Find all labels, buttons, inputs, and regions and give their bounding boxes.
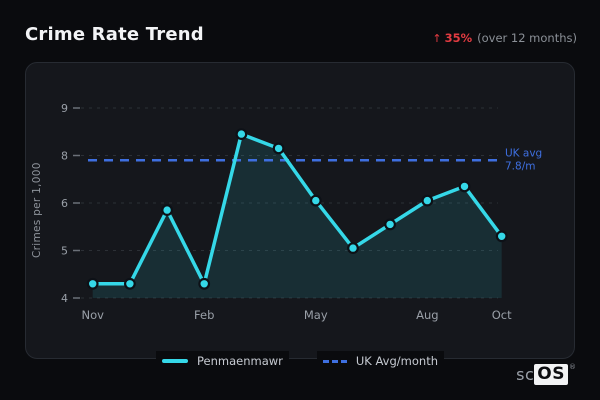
data-point-marker[interactable] (86, 277, 99, 290)
trend-stat-caption: (over 12 months) (477, 31, 577, 45)
series-line (90, 132, 504, 286)
legend-label: UK Avg/month (355, 354, 438, 368)
data-point-marker[interactable] (309, 194, 322, 207)
data-point-marker[interactable] (272, 142, 285, 155)
data-point-marker[interactable] (421, 194, 434, 207)
y-tick-label: 9 (61, 102, 68, 115)
x-tick-label: Oct (492, 308, 512, 322)
y-tick-label: 5 (61, 245, 68, 258)
data-point-marker[interactable] (495, 230, 508, 243)
data-point-marker[interactable] (198, 277, 211, 290)
data-point-marker[interactable] (161, 204, 174, 217)
uk-avg-annotation: 7.8/m (505, 160, 535, 172)
trend-up-arrow-icon: ↑ (432, 32, 442, 45)
series-area (92, 134, 502, 298)
logo-text-sc: sc (516, 365, 535, 384)
trend-stat: ↑ 35% (over 12 months) (432, 31, 577, 45)
x-tick-label: Aug (416, 308, 438, 322)
data-point-marker[interactable] (458, 180, 471, 193)
trend-stat-value: 35% (444, 31, 473, 45)
data-point-marker[interactable] (235, 128, 248, 140)
x-tick-label: Feb (194, 308, 214, 322)
x-tick-label: Nov (81, 308, 104, 322)
dashed-line-swatch-icon (322, 359, 347, 363)
y-tick-label: 6 (61, 197, 68, 210)
registered-mark: ® (569, 362, 576, 371)
y-tick-label: 4 (61, 292, 68, 305)
chart-legend: Penmaenmawr UK Avg/month (0, 351, 600, 371)
x-tick-label: May (304, 308, 328, 322)
scos-logo: sc OS ® (516, 362, 576, 385)
legend-label: Penmaenmawr (196, 354, 283, 368)
chart-panel: 4 5 6 8 9 Nov Feb May Aug Oct UK avg 7.8/m (25, 62, 575, 359)
legend-item-penmaenmawr[interactable]: Penmaenmawr (155, 351, 289, 371)
page-title: Crime Rate Trend (25, 24, 204, 45)
y-axis-title: Crimes per 1,000 (31, 162, 43, 258)
solid-line-swatch-icon (161, 359, 188, 363)
y-tick-label: 8 (61, 150, 68, 163)
logo-text-os: OS (534, 364, 568, 385)
data-point-marker[interactable] (123, 277, 136, 290)
data-point-marker[interactable] (347, 242, 359, 255)
data-point-marker[interactable] (384, 218, 397, 231)
legend-item-uk-avg[interactable]: UK Avg/month (316, 351, 444, 371)
uk-avg-annotation: UK avg (505, 147, 542, 159)
